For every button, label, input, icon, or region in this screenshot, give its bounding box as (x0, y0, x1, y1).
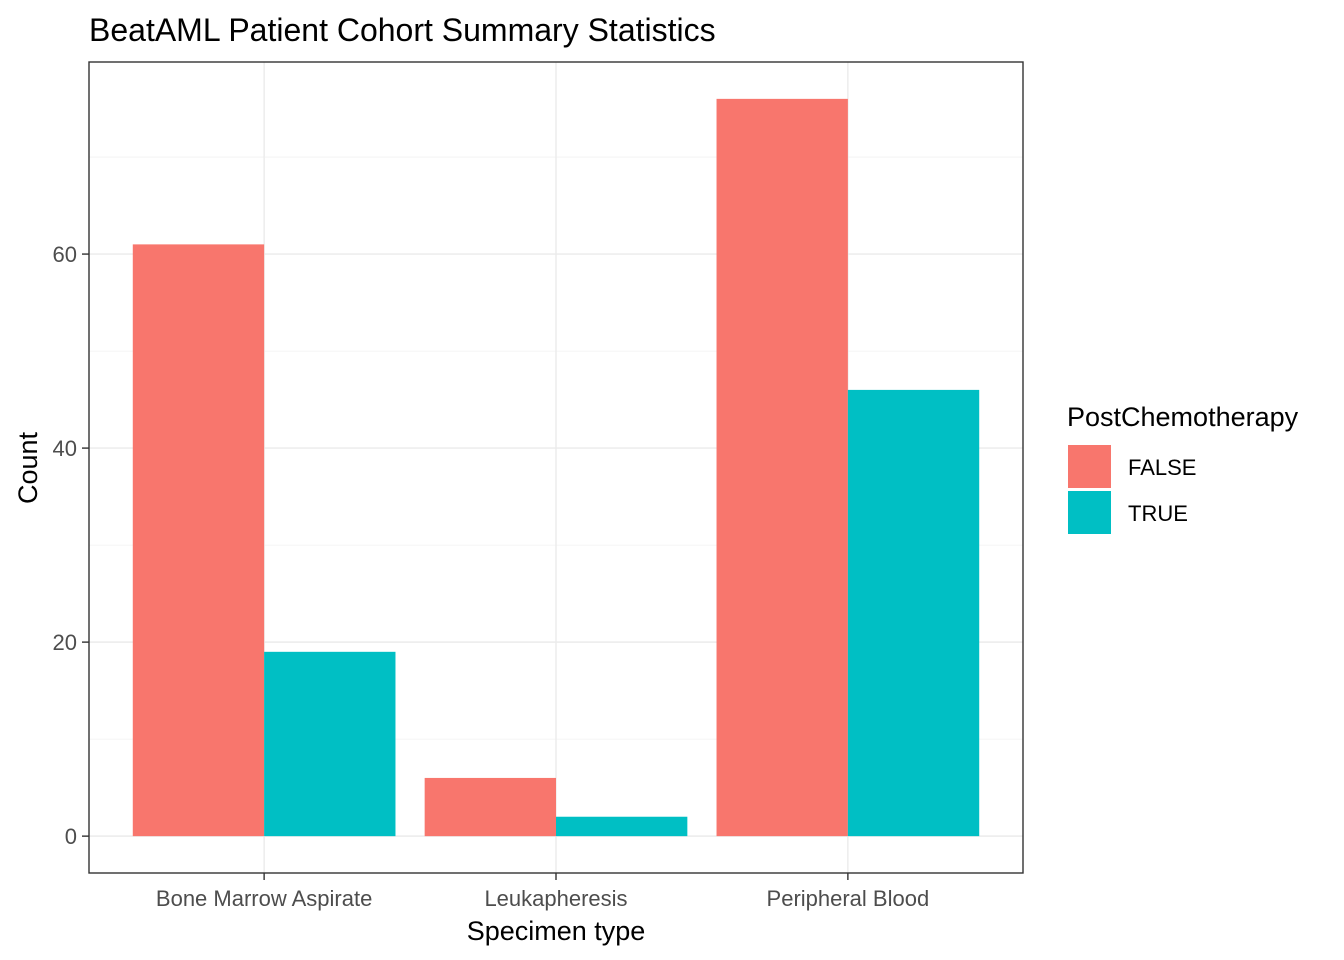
legend-label-true: TRUE (1128, 501, 1188, 526)
bar-true-3 (847, 389, 980, 837)
y-axis-title: Count (13, 431, 43, 504)
x-tick-label: Leukapheresis (484, 886, 627, 911)
legend: PostChemotherapy FALSE TRUE (1067, 402, 1299, 534)
x-axis-title: Specimen type (467, 916, 646, 946)
bars (132, 98, 980, 837)
bar-false-2 (424, 777, 556, 837)
bar-true-1 (264, 651, 396, 837)
y-axis: 0 20 40 60 (53, 242, 89, 849)
legend-title: PostChemotherapy (1067, 402, 1299, 432)
legend-label-false: FALSE (1128, 455, 1196, 480)
bar-false-1 (132, 244, 265, 837)
chart-title: BeatAML Patient Cohort Summary Statistic… (89, 12, 716, 48)
legend-key-false (1068, 445, 1111, 488)
bar-true-2 (556, 816, 688, 837)
y-tick-label: 0 (65, 824, 77, 849)
x-tick-label: Peripheral Blood (767, 886, 930, 911)
bar-false-3 (716, 98, 848, 837)
x-axis: Bone Marrow Aspirate Leukapheresis Periphe… (156, 873, 929, 911)
y-tick-label: 20 (53, 630, 77, 655)
y-tick-label: 40 (53, 436, 77, 461)
y-tick-label: 60 (53, 242, 77, 267)
x-tick-label: Bone Marrow Aspirate (156, 886, 372, 911)
legend-key-true (1068, 491, 1111, 534)
